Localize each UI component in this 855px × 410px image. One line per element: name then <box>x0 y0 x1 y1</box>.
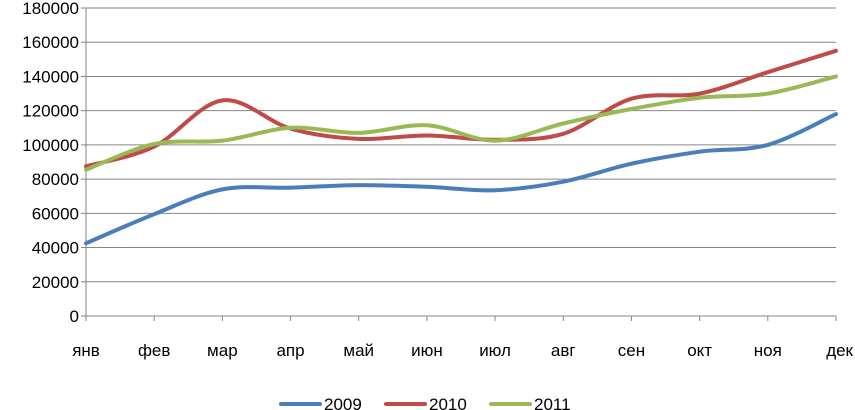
series-line-2009 <box>84 112 838 246</box>
x-tick-label: янв <box>72 341 100 360</box>
y-tick-label: 60000 <box>32 204 79 223</box>
x-tick-label: май <box>343 341 374 360</box>
y-tick-label: 120000 <box>22 102 79 121</box>
x-tick-label: окт <box>687 341 712 360</box>
y-tick-label: 180000 <box>22 0 79 18</box>
axes <box>81 7 837 321</box>
y-tick-label: 160000 <box>22 33 79 52</box>
legend-label-2011: 2011 <box>534 395 571 410</box>
x-tick-label: июн <box>411 341 443 360</box>
x-tick-label: мар <box>207 341 238 360</box>
y-tick-label: 140000 <box>22 67 79 86</box>
y-axis-tick-labels: 0 20000 40000 60000 80000 100000 120000 140000 1… <box>22 0 79 326</box>
x-axis-tick-labels: янв фев мар апр май июн июл авг сен окт ноя дек <box>72 341 853 360</box>
grid-lines <box>86 7 836 283</box>
x-tick-label: ноя <box>754 341 782 360</box>
x-tick-label: сен <box>618 341 645 360</box>
legend-label-2010: 2010 <box>429 395 467 410</box>
y-tick-label: 40000 <box>32 239 79 258</box>
series-line-2011 <box>84 74 838 172</box>
x-tick-label: апр <box>276 341 304 360</box>
x-tick-label: июл <box>479 341 511 360</box>
y-tick-label: 100000 <box>22 136 79 155</box>
legend: 2009 2010 2011 <box>279 395 571 410</box>
y-tick-label: 0 <box>70 307 79 326</box>
x-tick-label: фев <box>138 341 170 360</box>
x-tick-label: дек <box>826 341 853 360</box>
y-tick-label: 20000 <box>32 273 79 292</box>
y-tick-label: 80000 <box>32 170 79 189</box>
x-tick-label: авг <box>551 341 576 360</box>
series-lines <box>84 48 838 246</box>
series-line-2010 <box>84 48 838 169</box>
legend-label-2009: 2009 <box>324 395 362 410</box>
